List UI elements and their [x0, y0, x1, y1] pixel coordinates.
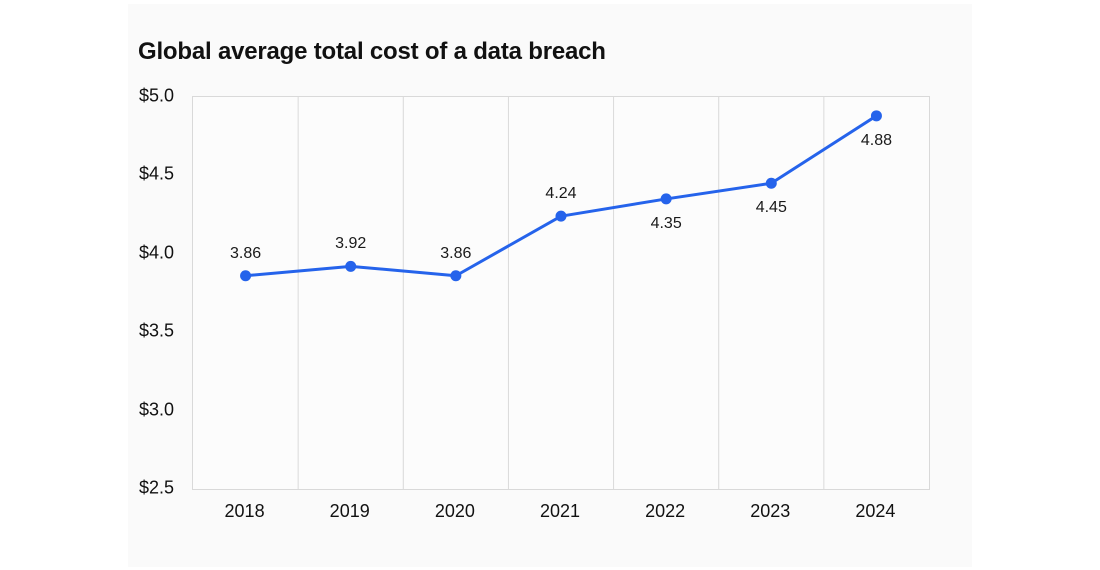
chart-title: Global average total cost of a data brea…: [138, 38, 606, 65]
data-point-label: 3.86: [229, 244, 262, 262]
x-tick-label: 2018: [224, 501, 265, 521]
y-tick-label: $3.5: [138, 320, 174, 341]
data-point: [660, 193, 672, 205]
chart-canvas: [240, 97, 882, 489]
data-point: [450, 270, 462, 282]
x-axis-labels: 2018 2019 2020 2021 2022 2023 2024: [192, 489, 928, 533]
y-tick-label: $2.5: [138, 477, 174, 498]
data-point: [765, 177, 777, 189]
chart-card: Global average total cost of a data brea…: [128, 4, 972, 567]
y-tick-label: $5.0: [138, 85, 174, 106]
y-tick-label: $4.5: [138, 163, 174, 184]
y-axis-labels: $5.0 $4.5 $4.0 $3.5 $3.0 $2.5: [128, 4, 174, 567]
plot-area: 3.86 3.92 3.86 4.24 4.35 4.45 4.88: [192, 96, 930, 490]
data-point: [345, 260, 357, 272]
x-tick-label: 2022: [645, 501, 686, 521]
data-point-label: 4.35: [650, 214, 682, 232]
x-tick-label: 2021: [539, 501, 581, 521]
data-point-label: 3.92: [335, 235, 367, 253]
y-tick-label: $4.0: [138, 242, 174, 263]
y-tick-label: $3.0: [138, 399, 174, 420]
x-tick-label: 2020: [434, 501, 475, 521]
x-tick-label: 2019: [329, 501, 370, 521]
data-point: [240, 270, 252, 282]
data-point-label: 4.24: [545, 185, 577, 203]
x-tick-label: 2024: [855, 501, 896, 521]
data-point-label: 3.86: [440, 244, 472, 262]
data-point: [870, 110, 882, 122]
data-point-label: 4.45: [755, 199, 787, 217]
x-tick-label: 2023: [750, 501, 791, 521]
data-point-label: 4.88: [860, 131, 892, 149]
data-point: [555, 210, 567, 222]
